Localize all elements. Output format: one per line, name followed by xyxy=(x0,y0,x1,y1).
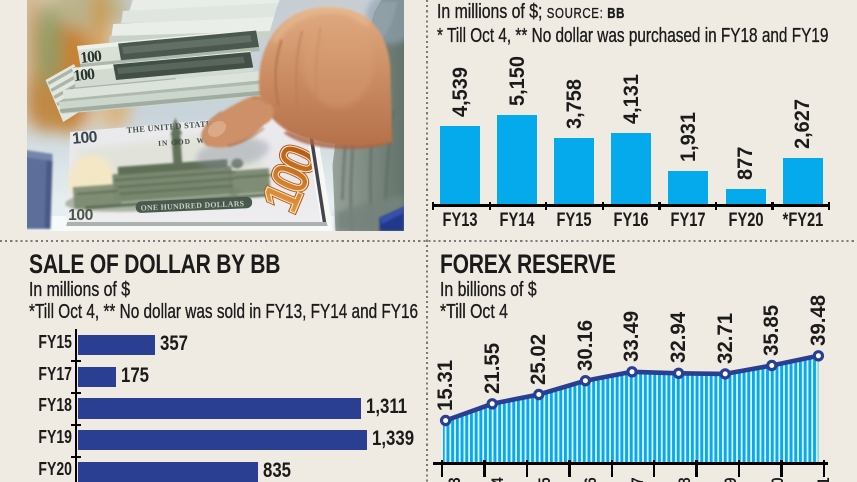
svg-text:100: 100 xyxy=(68,207,93,224)
svg-text:100: 100 xyxy=(73,66,96,85)
svg-text:100: 100 xyxy=(80,48,103,67)
svg-text:100: 100 xyxy=(72,129,99,148)
